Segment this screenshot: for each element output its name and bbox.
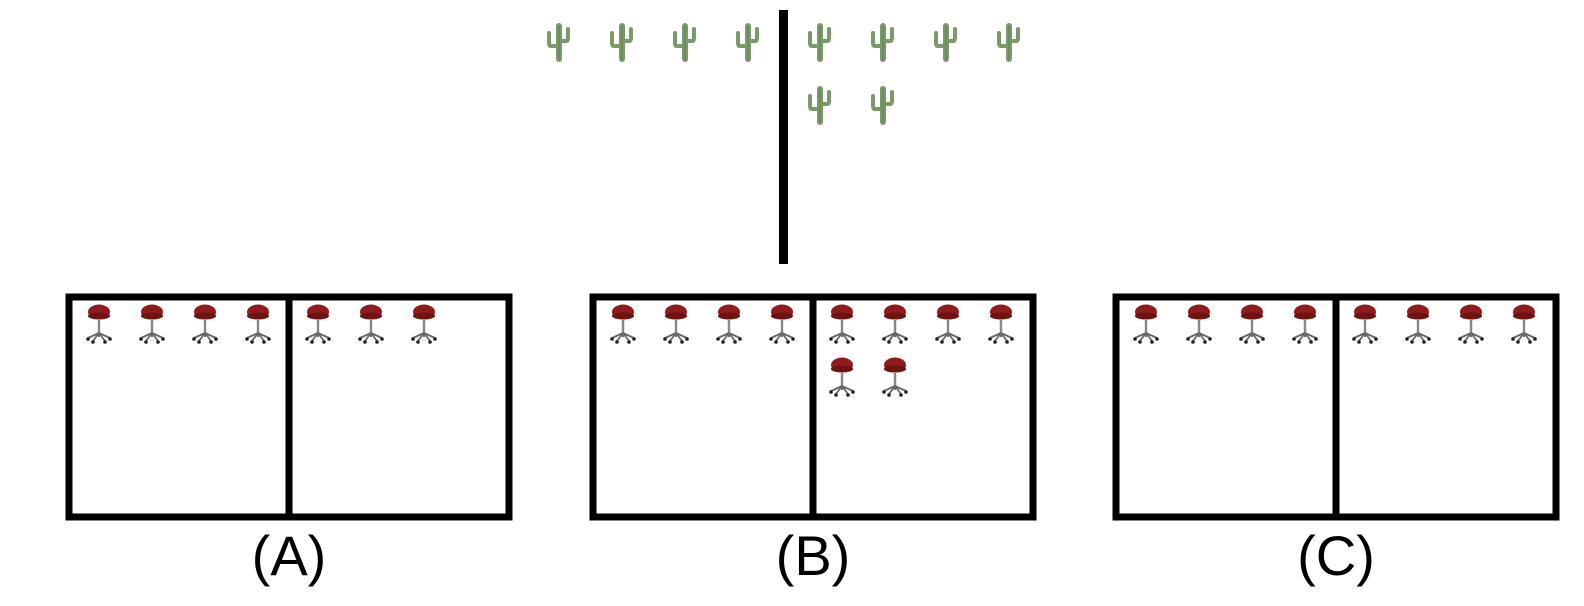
stool-icon [1132,303,1160,345]
option-b[interactable]: (B) [589,293,1037,587]
option-c[interactable]: (C) [1112,293,1560,587]
stool-icon [410,303,438,345]
cactus-icon [997,21,1020,64]
cactus-icon [808,21,831,64]
option-label: (C) [1297,524,1375,587]
stool-icon [1238,303,1266,345]
stool-icon [828,303,856,345]
stool-icon [1351,303,1379,345]
stool-icon [1404,303,1432,345]
stool-icon [85,303,113,345]
question-right-group [808,21,1020,127]
answer-options: (A) (B) (C) [65,293,1560,587]
stool-icon [768,303,796,345]
stool-icon [881,356,909,398]
stool-icon [191,303,219,345]
stool-icon [881,303,909,345]
stool-icon [1457,303,1485,345]
stool-icon [987,303,1015,345]
stool-icon [244,303,272,345]
stool-icon [609,303,637,345]
option-label: (B) [776,524,851,587]
stool-icon [715,303,743,345]
stool-icon [304,303,332,345]
question-panel [547,10,1020,264]
stool-icon [1291,303,1319,345]
stool-icon [828,356,856,398]
stool-icon [357,303,385,345]
stool-icon [662,303,690,345]
cactus-icon [871,21,894,64]
stool-icon [1510,303,1538,345]
option-a[interactable]: (A) [65,293,513,587]
option-label: (A) [252,524,327,587]
cactus-icon [808,84,831,127]
cactus-icon [736,21,759,64]
cactus-icon [871,84,894,127]
cactus-icon [673,21,696,64]
stool-icon [934,303,962,345]
question-divider [779,10,788,264]
cactus-icon [610,21,633,64]
cactus-icon [547,21,570,64]
cactus-icon [934,21,957,64]
stool-icon [1185,303,1213,345]
question-left-group [547,21,759,64]
stool-icon [138,303,166,345]
